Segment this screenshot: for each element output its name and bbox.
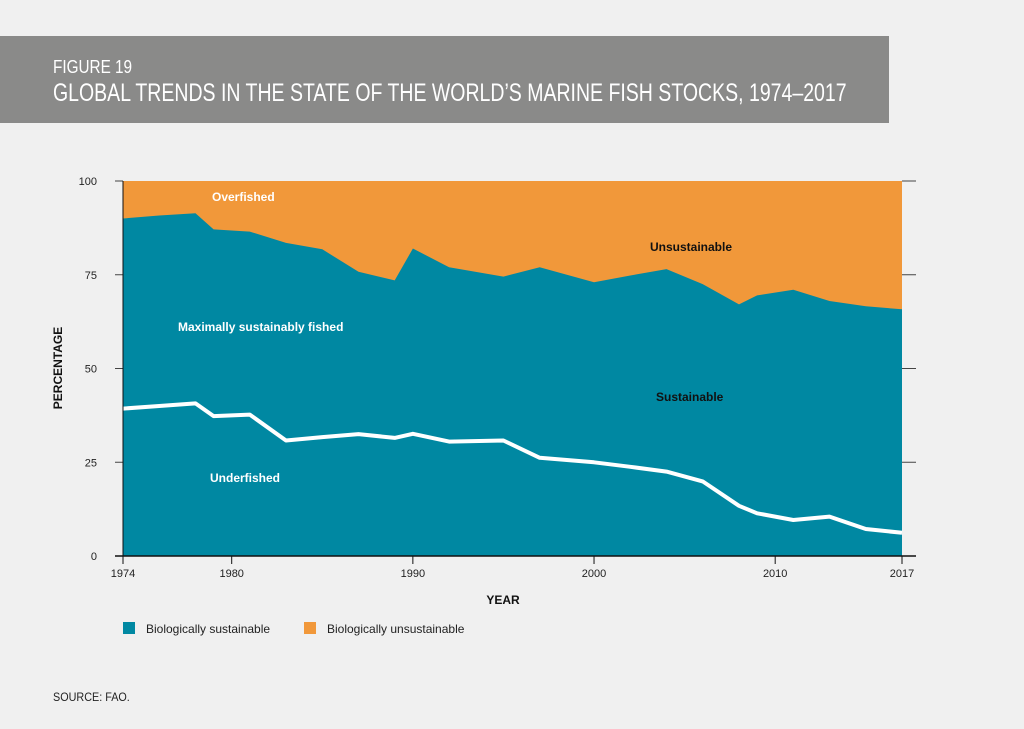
overfished-label: Overfished [212, 190, 275, 204]
y-tick-label-75: 75 [85, 270, 97, 282]
plot-area [122, 181, 903, 557]
unsustainable-label: Unsustainable [650, 240, 732, 254]
source-note: SOURCE: FAO. [53, 690, 130, 704]
underfished-label: Underfished [210, 471, 280, 485]
axes: 0 25 50 75 100 1974 1980 1990 2000 2010 2017 [79, 176, 916, 580]
x-tick-label-1980: 1980 [219, 568, 243, 580]
figure-header: FIGURE 19 GLOBAL TRENDS IN THE STATE OF … [0, 36, 889, 123]
legend-label-unsustainable: Biologically unsustainable [327, 622, 465, 636]
sustainable-area [123, 213, 902, 557]
x-tick-label-2000: 2000 [582, 568, 606, 580]
x-axis-title: YEAR [486, 593, 520, 607]
legend-label-sustainable: Biologically sustainable [146, 622, 270, 636]
figure-label: FIGURE 19 [53, 57, 133, 77]
maximally-sustainably-fished-label: Maximally sustainably fished [178, 320, 343, 334]
figure-title: GLOBAL TRENDS IN THE STATE OF THE WORLD’… [53, 79, 847, 107]
x-tick-label-2010: 2010 [763, 568, 787, 580]
x-tick-label-1974: 1974 [111, 568, 135, 580]
y-tick-label-0: 0 [91, 551, 97, 563]
legend-swatch-sustainable [123, 622, 135, 634]
legend: Biologically sustainable Biologically un… [123, 622, 465, 636]
y-tick-label-25: 25 [85, 457, 97, 469]
sustainable-label: Sustainable [656, 390, 724, 404]
x-tick-label-1990: 1990 [401, 568, 425, 580]
legend-swatch-unsustainable [304, 622, 316, 634]
y-tick-label-100: 100 [79, 176, 97, 188]
x-tick-label-2017: 2017 [890, 568, 914, 580]
y-axis-title: PERCENTAGE [51, 327, 65, 409]
area-annotations: Overfished Unsustainable Maximally susta… [178, 190, 732, 485]
y-tick-label-50: 50 [85, 364, 97, 376]
underfished-boundary-line [122, 401, 903, 535]
